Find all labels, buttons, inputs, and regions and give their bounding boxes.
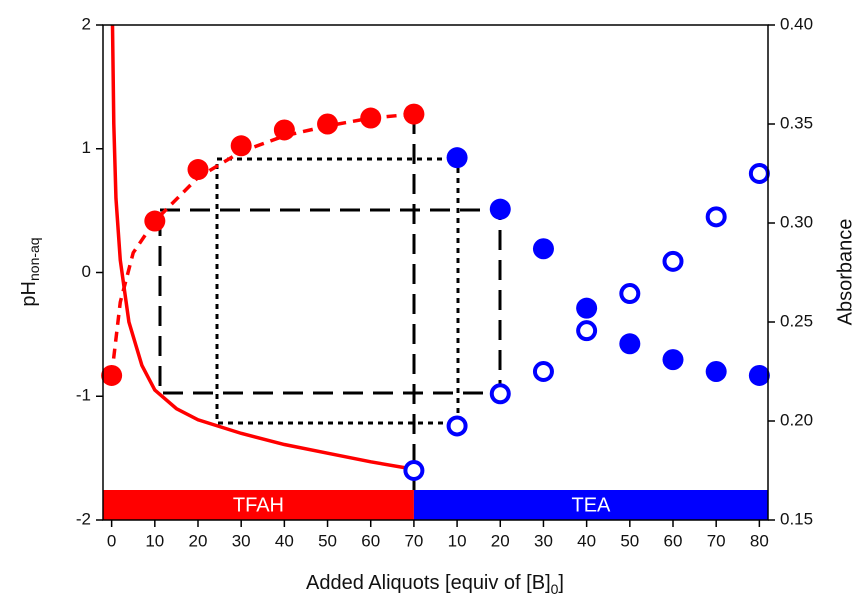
point — [317, 113, 339, 135]
point — [576, 297, 598, 319]
x-tick-label: 30 — [534, 531, 553, 550]
y-tick-label: -2 — [76, 509, 91, 528]
curve — [109, 112, 415, 376]
y2-tick-label: 0.25 — [780, 311, 813, 330]
x-tick-label: 40 — [577, 531, 596, 550]
point — [489, 198, 511, 220]
y-label-sub: non-aq — [26, 237, 42, 281]
point — [403, 460, 425, 481]
y2-tick-label: 0.30 — [780, 212, 813, 231]
x-tick-label: 70 — [707, 531, 726, 550]
x-tick-label: 60 — [361, 531, 380, 550]
band-label: TEA — [572, 494, 612, 516]
x-tick-label: 50 — [318, 531, 337, 550]
dashed-box — [158, 208, 502, 395]
point — [532, 238, 554, 260]
x-tick-label: 10 — [448, 531, 467, 550]
y2-tick-label: 0.35 — [780, 113, 813, 132]
x-label-text: Added Aliquots [equiv of [B] — [306, 572, 551, 594]
point — [705, 206, 727, 228]
point — [532, 361, 554, 382]
band-label: TFAH — [233, 494, 284, 516]
y-tick-label: 2 — [82, 14, 91, 33]
x-tick-label: 20 — [491, 531, 510, 550]
point — [273, 119, 295, 141]
point — [230, 135, 252, 157]
point — [662, 349, 684, 371]
plot-frame — [102, 24, 769, 521]
x-tick-label: 10 — [145, 531, 164, 550]
point — [446, 415, 468, 437]
point — [101, 364, 123, 386]
x-tick-label: 30 — [232, 531, 251, 550]
y2-axis-label: Absorbance — [834, 219, 856, 326]
point — [705, 361, 727, 382]
point — [446, 147, 468, 169]
x-tick-label: 40 — [275, 531, 294, 550]
y-tick-label: 0 — [82, 262, 91, 281]
x-tick-label: 0 — [107, 531, 116, 550]
point — [748, 163, 770, 184]
dotted-box — [215, 157, 460, 425]
x-tick-label: 60 — [664, 531, 683, 550]
point — [619, 333, 641, 355]
x-tick-label: 80 — [750, 531, 769, 550]
point — [489, 383, 511, 405]
x-tick-label: 20 — [189, 531, 208, 550]
guide-lines — [158, 114, 502, 490]
y-tick-label: 1 — [82, 138, 91, 157]
y-tick-label: -1 — [76, 386, 91, 405]
y-axis-label: pHnon-aq — [18, 237, 41, 306]
y2-tick-label: 0.15 — [780, 509, 813, 528]
point — [619, 283, 641, 305]
band — [413, 490, 768, 520]
band — [103, 490, 414, 520]
x-tick-label: 50 — [620, 531, 639, 550]
point — [360, 107, 382, 129]
point — [187, 159, 209, 181]
y-label-text: pH — [18, 281, 40, 307]
point — [576, 320, 598, 342]
curve — [110, 24, 415, 471]
plot-layer: TFAH TEA — [101, 24, 770, 520]
y2-tick-label: 0.40 — [780, 14, 813, 33]
x-label-end: ] — [558, 572, 564, 594]
x-tick-label: 70 — [404, 531, 423, 550]
point — [662, 250, 684, 272]
point — [748, 364, 770, 386]
y2-tick-label: 0.20 — [780, 410, 813, 429]
point — [144, 210, 166, 232]
point — [403, 103, 425, 125]
x-label-sub: 0 — [551, 581, 559, 597]
x-axis-label: Added Aliquots [equiv of [B]0] — [306, 572, 564, 596]
